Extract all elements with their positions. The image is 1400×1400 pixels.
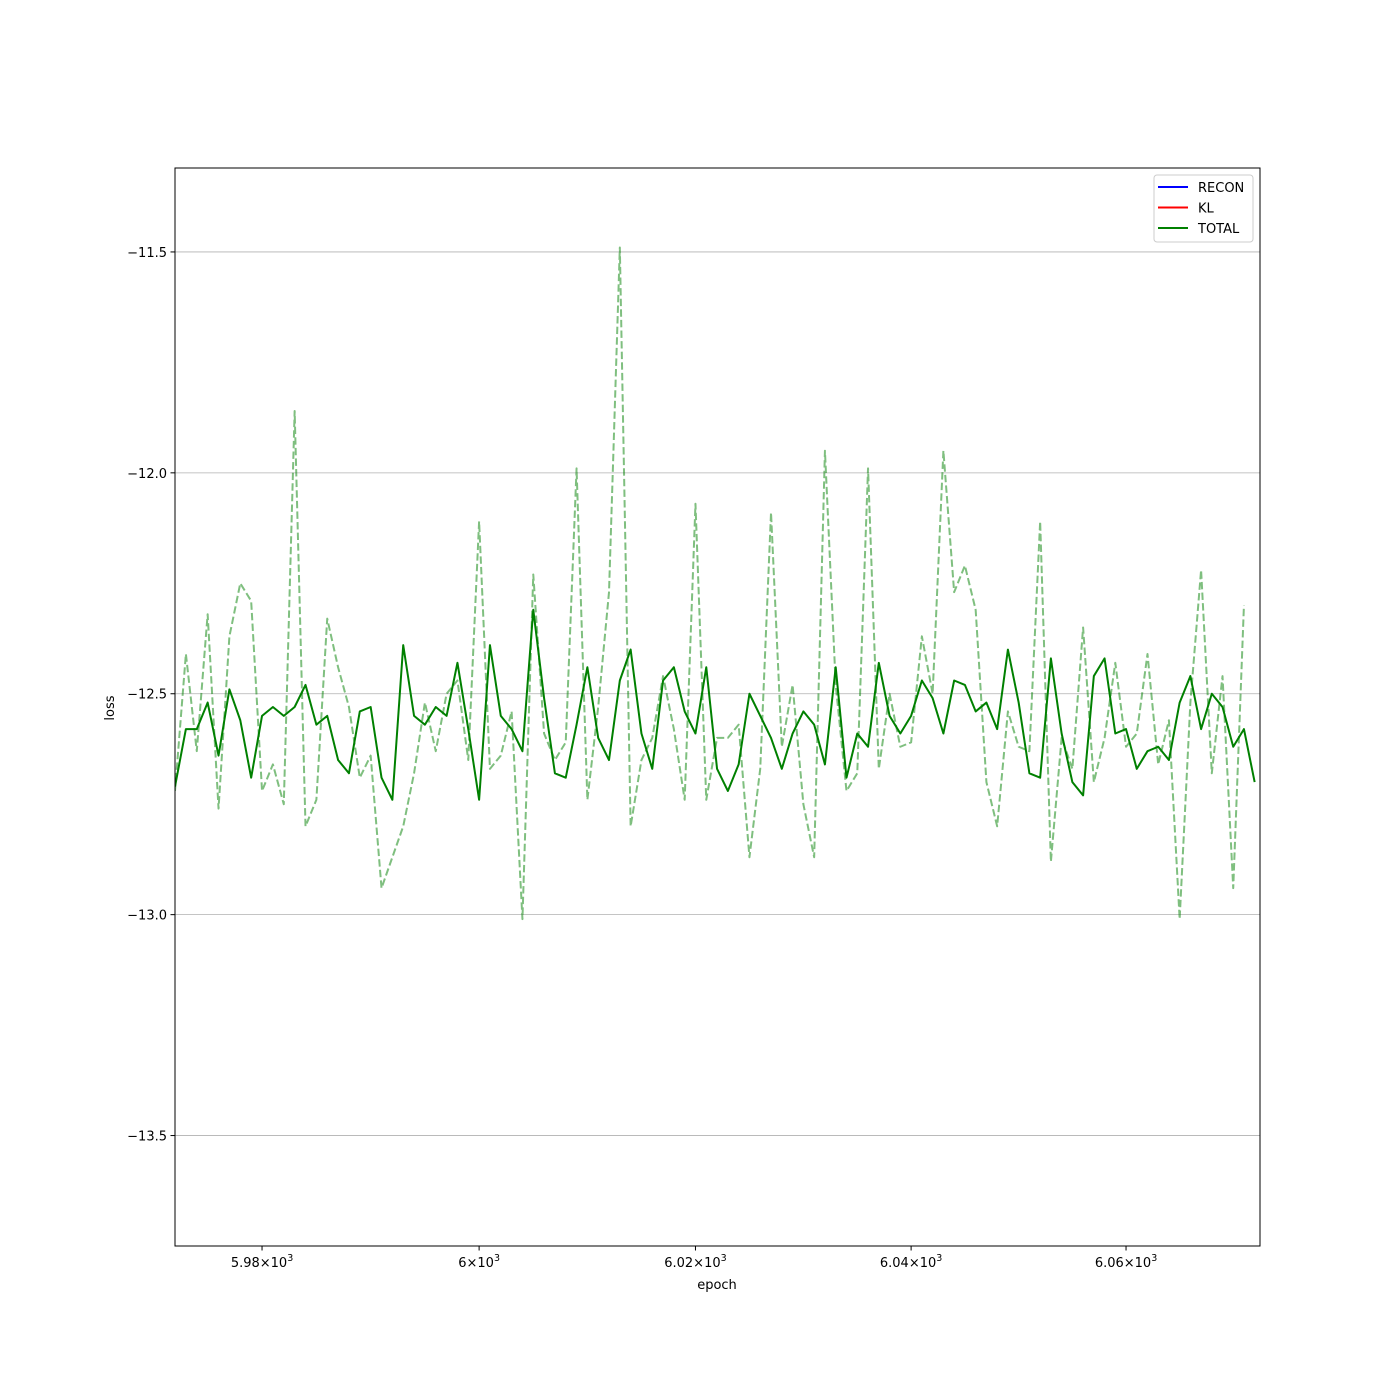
x-tick-label: 6.02×103: [664, 1253, 726, 1271]
x-axis-ticks: 5.98×103 6×103 6.02×103 6.04×103 6.06×103: [231, 1246, 1157, 1271]
y-axis-label: loss: [103, 695, 118, 720]
y-axis-ticks: −11.5 −12.0 −12.5 −13.0 −13.5: [127, 246, 175, 1145]
x-tick-label: 5.98×103: [231, 1253, 293, 1271]
y-tick-label: −11.5: [127, 246, 167, 261]
legend-box: [1153, 174, 1254, 243]
legend-label-total: TOTAL: [1197, 222, 1240, 237]
y-tick-label: −13.0: [127, 909, 167, 924]
legend-label-kl: KL: [1198, 202, 1215, 217]
y-tick-label: −13.5: [127, 1130, 167, 1145]
series-line-total-solid: [175, 608, 1256, 801]
legend-label-recon: RECON: [1198, 181, 1244, 196]
legend: RECON KL TOTAL: [1153, 174, 1254, 243]
x-axis-label: epoch: [697, 1278, 737, 1293]
y-tick-label: −12.5: [127, 688, 167, 703]
x-tick-label: 6.04×103: [880, 1253, 942, 1271]
x-tick-label: 6×103: [458, 1253, 500, 1271]
series-layer: [175, 246, 1256, 921]
x-tick-label: 6.06×103: [1095, 1253, 1157, 1271]
y-grid: [175, 251, 1260, 1136]
y-tick-label: −12.0: [127, 467, 167, 482]
plot-frame: [174, 167, 1261, 1247]
